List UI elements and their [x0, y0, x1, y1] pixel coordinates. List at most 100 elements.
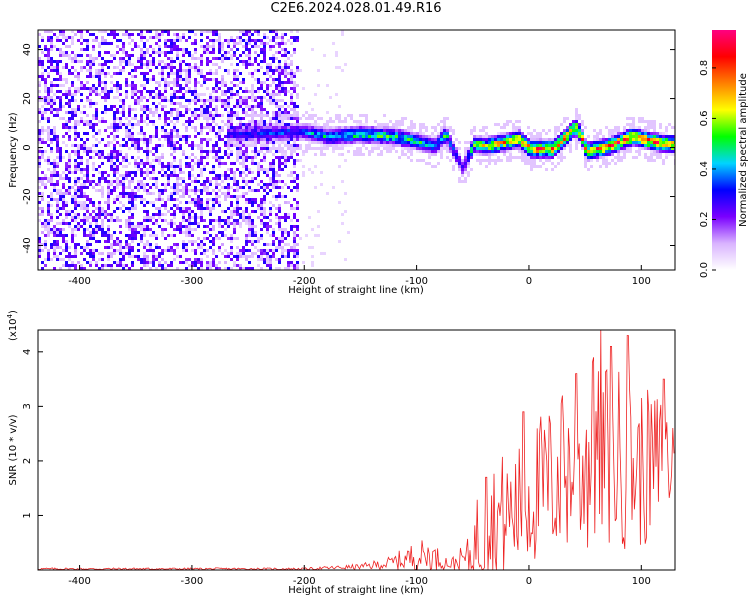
heatmap-cell — [83, 39, 86, 42]
heatmap-cell — [554, 138, 557, 141]
heatmap-cell — [524, 162, 527, 165]
heatmap-cell — [206, 255, 209, 258]
heatmap-cell — [269, 258, 272, 261]
heatmap-cell — [407, 126, 410, 129]
heatmap-cell — [68, 264, 71, 267]
heatmap-cell — [131, 39, 134, 42]
heatmap-cell — [41, 183, 44, 186]
heatmap-cell — [290, 72, 293, 75]
heatmap-cell — [212, 45, 215, 48]
heatmap-cell — [65, 240, 68, 243]
heatmap-cell — [380, 129, 383, 132]
heatmap-cell — [140, 222, 143, 225]
heatmap-cell — [254, 234, 257, 237]
heatmap-cell — [527, 153, 530, 156]
heatmap-cell — [536, 156, 539, 159]
heatmap-cell — [536, 138, 539, 141]
heatmap-cell — [185, 105, 188, 108]
heatmap-cell — [611, 153, 614, 156]
heatmap-cell — [140, 225, 143, 228]
heatmap-cell — [218, 138, 221, 141]
heatmap-cell — [605, 162, 608, 165]
heatmap-cell — [167, 174, 170, 177]
heatmap-cell — [650, 153, 653, 156]
heatmap-cell — [170, 186, 173, 189]
heatmap-cell — [608, 150, 611, 153]
heatmap-cell — [260, 222, 263, 225]
heatmap-cell — [95, 189, 98, 192]
heatmap-cell — [197, 69, 200, 72]
heatmap-cell — [266, 66, 269, 69]
heatmap-cell — [179, 36, 182, 39]
heatmap-cell — [176, 51, 179, 54]
heatmap-cell — [98, 210, 101, 213]
heatmap-cell — [494, 159, 497, 162]
heatmap-cell — [164, 135, 167, 138]
heatmap-cell — [47, 177, 50, 180]
heatmap-cell — [119, 60, 122, 63]
heatmap-cell — [293, 165, 296, 168]
heatmap-cell — [131, 84, 134, 87]
heatmap-cell — [584, 138, 587, 141]
heatmap-cell — [473, 147, 476, 150]
heatmap-cell — [89, 225, 92, 228]
heatmap-cell — [254, 78, 257, 81]
heatmap-cell — [200, 162, 203, 165]
heatmap-cell — [152, 63, 155, 66]
heatmap-cell — [164, 111, 167, 114]
heatmap-cell — [248, 36, 251, 39]
heatmap-cell — [221, 234, 224, 237]
heatmap-cell — [68, 45, 71, 48]
heatmap-cell — [119, 144, 122, 147]
heatmap-cell — [575, 132, 578, 135]
heatmap-cell — [125, 129, 128, 132]
heatmap-cell — [83, 228, 86, 231]
heatmap-cell — [524, 144, 527, 147]
heatmap-cell — [95, 261, 98, 264]
heatmap-cell — [137, 156, 140, 159]
heatmap-cell — [62, 228, 65, 231]
heatmap-cell — [77, 150, 80, 153]
heatmap-cell — [137, 183, 140, 186]
heatmap-cell — [59, 102, 62, 105]
heatmap-cell — [242, 141, 245, 144]
heatmap-cell — [401, 153, 404, 156]
heatmap-cell — [227, 126, 230, 129]
heatmap-cell — [44, 108, 47, 111]
heatmap-cell — [332, 129, 335, 132]
heatmap-cell — [251, 219, 254, 222]
heatmap-cell — [224, 171, 227, 174]
heatmap-cell — [56, 156, 59, 159]
heatmap-cell — [440, 150, 443, 153]
heatmap-cell — [287, 123, 290, 126]
heatmap-cell — [161, 129, 164, 132]
heatmap-cell — [140, 108, 143, 111]
heatmap-cell — [143, 132, 146, 135]
heatmap-cell — [92, 204, 95, 207]
heatmap-cell — [125, 78, 128, 81]
heatmap-cell — [74, 177, 77, 180]
heatmap-cell — [41, 171, 44, 174]
heatmap-cell — [458, 177, 461, 180]
heatmap-cell — [44, 78, 47, 81]
heatmap-cell — [89, 60, 92, 63]
heatmap-cell — [602, 159, 605, 162]
heatmap-cell — [308, 135, 311, 138]
heatmap-cell — [161, 78, 164, 81]
heatmap-cell — [422, 132, 425, 135]
heatmap-cell — [65, 234, 68, 237]
heatmap-cell — [50, 138, 53, 141]
heatmap-cell — [122, 144, 125, 147]
heatmap-cell — [290, 78, 293, 81]
heatmap-cell — [128, 249, 131, 252]
heatmap-cell — [119, 105, 122, 108]
heatmap-cell — [179, 144, 182, 147]
heatmap-cell — [293, 252, 296, 255]
heatmap-cell — [110, 165, 113, 168]
heatmap-cell — [248, 120, 251, 123]
heatmap-cell — [257, 249, 260, 252]
heatmap-cell — [50, 96, 53, 99]
heatmap-cell — [209, 96, 212, 99]
heatmap-cell — [380, 141, 383, 144]
heatmap-cell — [95, 183, 98, 186]
